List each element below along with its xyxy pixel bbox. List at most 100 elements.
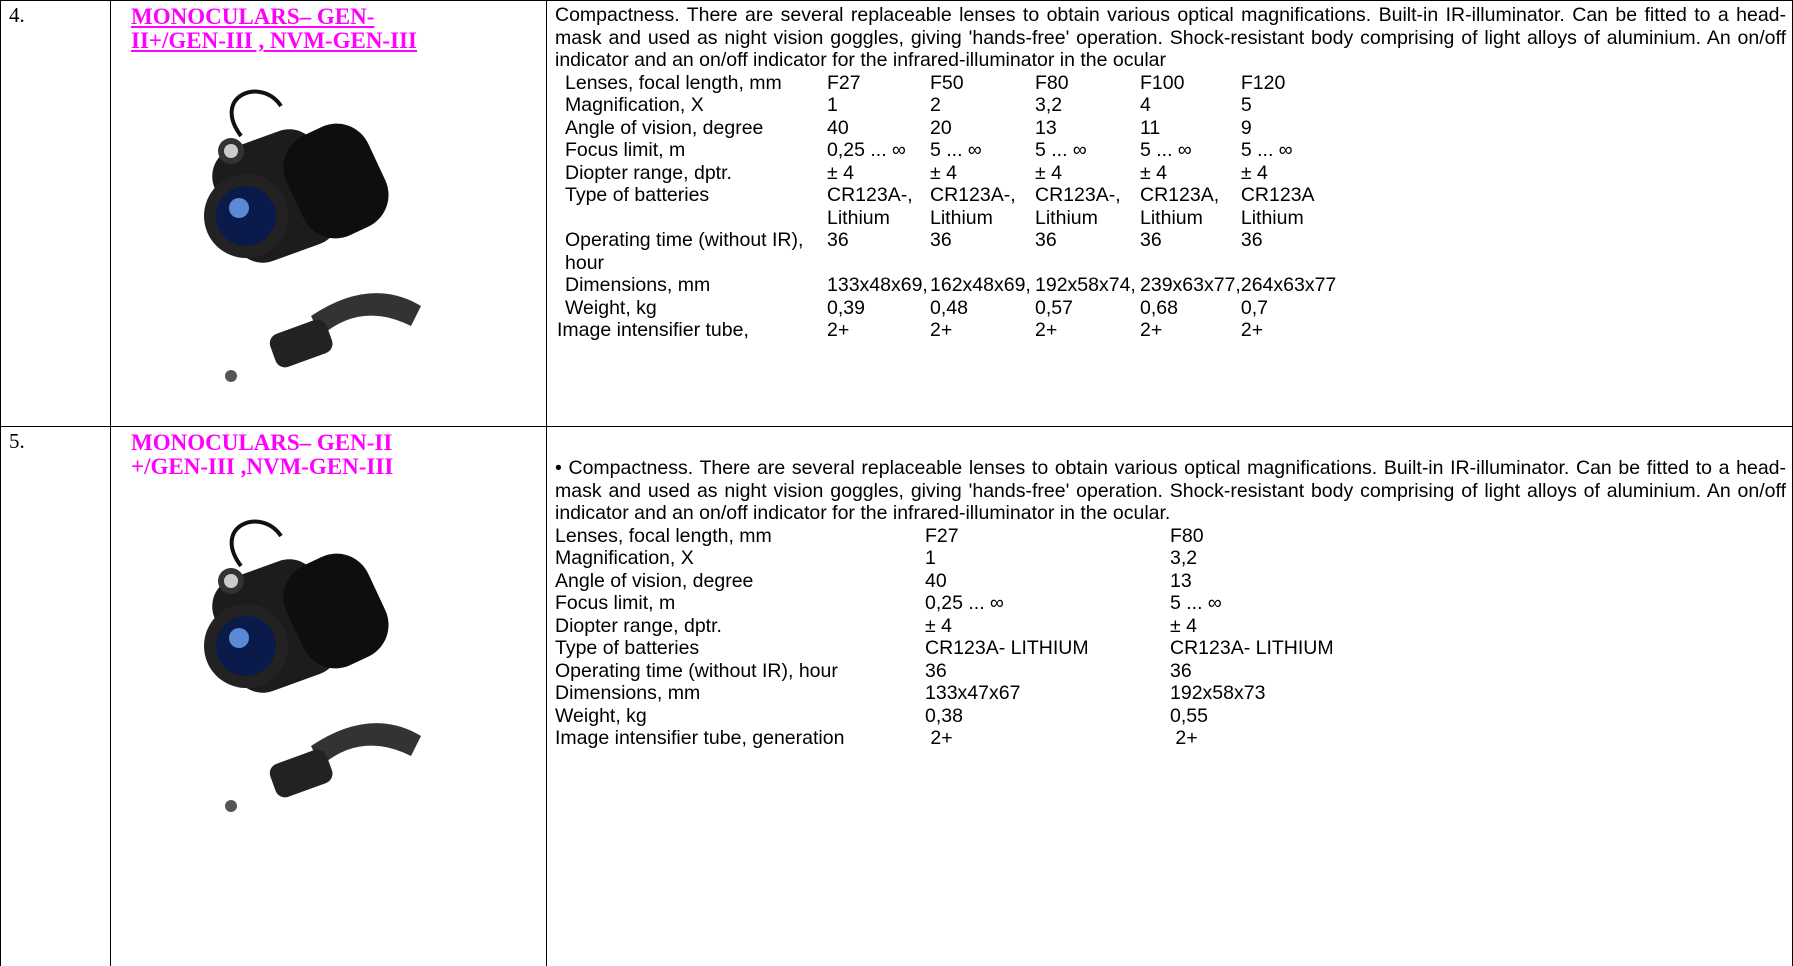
spec-row: Image intensifier tube, generation 2+ 2+ (555, 727, 1420, 750)
spec-value: ± 4 (925, 614, 952, 637)
spec-row: Angle of vision, degree 40 20 13 11 9 (565, 117, 1336, 140)
spec-value: F80 (1170, 524, 1204, 547)
spec-value: 5 ... ∞ (1240, 139, 1293, 161)
spec-label: Focus limit, m (555, 592, 676, 614)
spec-value: ± 4 (930, 161, 957, 184)
spec-value: 40 (925, 569, 947, 592)
spec-value: F100 (1140, 71, 1185, 94)
spec-row: Magnification, X 1 2 3,2 4 5 (565, 94, 1336, 117)
spec-row: Weight, kg 0,38 0,55 (555, 705, 1420, 728)
spec-value: ± 4 (1140, 161, 1167, 184)
spec-label: Magnification, X (555, 547, 694, 569)
spec-label: Diopter range, dptr. (565, 161, 732, 184)
spec-value: 36 (925, 659, 947, 682)
spec-value: 2+ (925, 727, 953, 749)
spec-value: 1 (925, 547, 936, 569)
spec-row: Weight, kg 0,39 0,48 0,57 0,68 0,7 (565, 297, 1336, 320)
spec-value: CR123A, Lithium (1140, 184, 1220, 229)
spec-value: 5 ... ∞ (1035, 139, 1087, 161)
spec-value: 133x48x69, (827, 274, 928, 296)
spec-value: 192x58x74, (1035, 274, 1136, 296)
spec-value: 192x58x73 (1170, 682, 1266, 704)
product-title[interactable]: MONOCULARS– GEN-II+/GEN-III , NVM-GEN-II… (131, 4, 417, 53)
spec-value: 13 (1035, 116, 1057, 139)
spec-value: 36 (827, 229, 849, 251)
spec-table: Lenses, focal length, mm F27 F50 F80 F100 F12… (557, 72, 1336, 342)
spec-value: 0,57 (1035, 296, 1073, 319)
spec-label: Dimensions, mm (565, 274, 711, 296)
spec-value: 133x47x67 (925, 682, 1021, 704)
spec-value: ± 4 (1035, 161, 1062, 184)
spec-value: 239x63x77, (1140, 274, 1241, 296)
spec-value: ± 4 (1170, 614, 1197, 637)
spec-label: Operating time (without IR), hour (555, 659, 838, 682)
spec-row: Diopter range, dptr. ± 4 ± 4 ± 4 ± 4 ± 4 (565, 162, 1336, 185)
table-row: 5. MONOCULARS– GEN-II +/GEN-III ,NVM-GEN-… (0, 426, 1793, 966)
table-row: 4. MONOCULARS– GEN-II+/GEN-III , NVM-GEN-… (0, 0, 1793, 426)
spec-value: ± 4 (827, 161, 854, 184)
product-title: MONOCULARS– GEN-II +/GEN-III ,NVM-GEN-II… (131, 430, 394, 479)
spec-value: 2+ (827, 319, 850, 341)
spec-value: CR123A Lithium (1240, 184, 1314, 229)
spec-value: 2+ (1240, 319, 1264, 341)
spec-value: F120 (1240, 71, 1286, 94)
spec-value: 5 ... ∞ (1170, 592, 1222, 614)
spec-value: 4 (1140, 94, 1151, 116)
spec-value: 36 (930, 229, 952, 251)
spec-value: 5 ... ∞ (930, 139, 982, 161)
spec-row: Image intensifier tube, 2+ 2+ 2+ 2+ 2+ (557, 319, 1336, 342)
spec-label: Type of batteries (565, 184, 710, 206)
spec-label: Image intensifier tube, generation (555, 727, 845, 749)
spec-row: Diopter range, dptr. ± 4 ± 4 (555, 615, 1420, 638)
spec-value: F27 (925, 524, 959, 547)
spec-value: 162x48x69, (930, 274, 1031, 296)
description-cell: Compactness. There are several replaceab… (547, 427, 1793, 966)
spec-value: 2+ (1140, 319, 1163, 341)
spec-label: Lenses, focal length, mm (555, 524, 772, 547)
spec-value: 36 (1170, 659, 1192, 682)
spec-row: Operating time (without IR), hour 36 36 36 3… (565, 229, 1336, 274)
spec-value: CR123A-, Lithium (1035, 184, 1121, 229)
spec-value: 2+ (1170, 727, 1198, 749)
spec-label: Operating time (without IR), hour (565, 229, 804, 274)
spec-value: 0,38 (925, 704, 963, 727)
spec-value: 9 (1240, 116, 1252, 139)
row-number: 5. (0, 427, 111, 966)
spec-label: Lenses, focal length, mm (565, 71, 782, 94)
spec-value: 36 (1035, 229, 1057, 251)
spec-row: Lenses, focal length, mm F27 F80 (555, 525, 1420, 548)
spec-value: 0,25 ... ∞ (925, 592, 1004, 614)
spec-value: 2 (930, 94, 941, 116)
spec-row: Lenses, focal length, mm F27 F50 F80 F100 F12… (565, 72, 1336, 95)
spec-value: 0,25 ... ∞ (827, 139, 906, 161)
spec-value: 0,7 (1240, 296, 1268, 319)
spec-row: Type of batteries CR123A-, Lithium CR123A-… (565, 184, 1336, 229)
product-image (201, 89, 423, 385)
spec-value: CR123A-, Lithium (930, 184, 1016, 229)
spec-value: 11 (1140, 116, 1161, 139)
name-cell: MONOCULARS– GEN-II+/GEN-III , NVM-GEN-II… (111, 1, 547, 426)
spec-label: Focus limit, m (565, 139, 686, 161)
spec-value: ± 4 (1240, 161, 1268, 184)
spec-label: Magnification, X (565, 94, 704, 116)
description-cell: Compactness. There are several replaceab… (547, 1, 1793, 426)
spec-label: Angle of vision, degree (565, 116, 764, 139)
spec-label: Dimensions, mm (555, 682, 701, 704)
spec-value: CR123A-, Lithium (827, 184, 913, 229)
spec-value: 0,48 (930, 296, 968, 319)
spec-row: Angle of vision, degree 40 13 (555, 570, 1420, 593)
spec-label: Weight, kg (555, 704, 647, 727)
spec-value: 3,2 (1170, 547, 1198, 569)
spec-row: Dimensions, mm 133x48x69, 162x48x69, 192x58… (565, 274, 1336, 297)
spec-value: 20 (930, 116, 952, 139)
spec-value: 2+ (1035, 319, 1058, 341)
spec-row: Dimensions, mm 133x47x67 192x58x73 (555, 682, 1420, 705)
spec-row: Magnification, X 1 3,2 (555, 547, 1420, 570)
spec-label: Angle of vision, degree (555, 569, 754, 592)
spec-value: 264x63x77 (1240, 274, 1337, 296)
spec-label: Image intensifier tube, (557, 319, 749, 341)
name-cell: MONOCULARS– GEN-II +/GEN-III ,NVM-GEN-II… (111, 427, 547, 966)
spec-label: Diopter range, dptr. (555, 614, 722, 637)
spec-row: Focus limit, m 0,25 ... ∞ 5 ... ∞ (555, 592, 1420, 615)
